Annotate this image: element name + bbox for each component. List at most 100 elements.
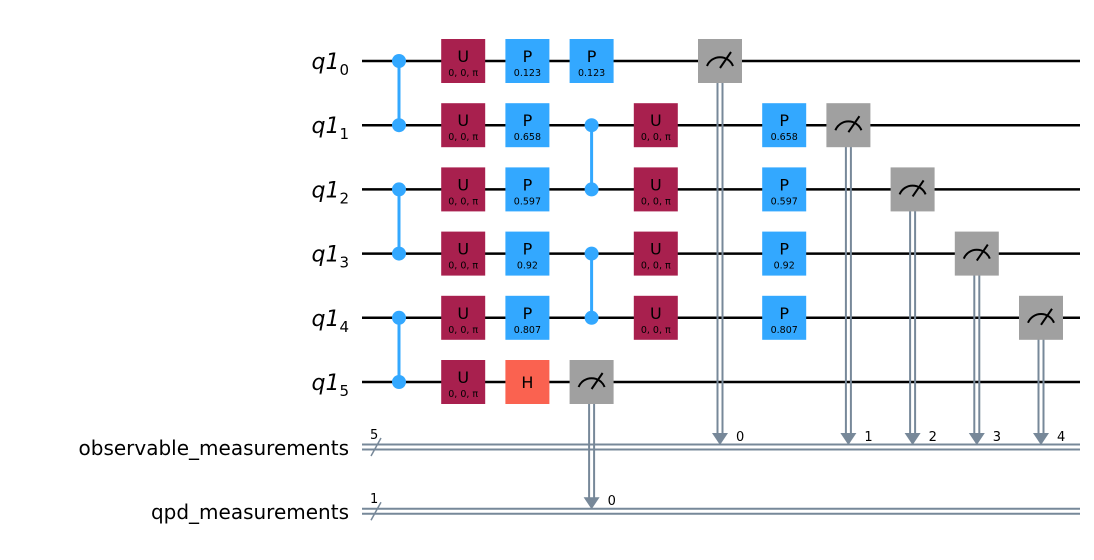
meter-needle-icon [847,115,861,133]
gate-box [441,231,486,276]
u-gate: U 0, 0, π [633,167,678,212]
gate-box [505,231,550,276]
cz-gate [584,246,599,325]
p-gate: P 0.123 [505,39,550,83]
bus-size: 1 [370,492,378,507]
bus-slash-icon [370,501,382,521]
meter-arc-icon [706,56,734,67]
qubit-label: q11 [311,114,349,143]
qubit-register-name: q1 [311,307,339,332]
gate-parameter: 0, 0, π [448,68,478,79]
gate-box [633,295,678,340]
u-gate: U 0, 0, π [441,231,486,276]
qubit-index: 4 [339,318,349,336]
u-gate: U 0, 0, π [633,103,678,148]
gate-parameter: 0.123 [514,68,541,79]
cz-gate [584,118,599,197]
gate-box [762,295,807,340]
h-gate: H [505,360,550,404]
gate-box [762,231,807,276]
gate-parameter: 0, 0, π [641,325,671,336]
gate-label: P [779,175,789,194]
gate-label: P [779,240,789,259]
arrow-head-icon [583,497,600,510]
gate-box [505,360,550,404]
gate-label: U [457,304,469,323]
cz-gate [392,310,406,389]
measure-box [954,231,999,276]
p-gate: P 0.807 [762,295,807,340]
qubit-index: 0 [339,61,349,79]
measure-bit-index: 2 [929,430,937,445]
gate-parameter: 0.92 [517,261,538,272]
meter-arc-icon [962,248,991,260]
gate-label: P [587,47,597,66]
gate-parameter: 0.123 [578,68,605,79]
meter-needle-icon [975,244,989,262]
u-gate: U 0, 0, π [441,103,486,148]
p-gate: P 0.92 [762,231,807,276]
gate-label: U [457,175,469,194]
measure-bit-index: 3 [993,430,1001,445]
gate-parameter: 0, 0, π [641,196,671,207]
gate-label: H [521,373,533,392]
gate-parameter: 0, 0, π [448,132,478,143]
gate-parameter: 0, 0, π [448,196,478,207]
gate-parameter: 0, 0, π [641,261,671,272]
p-gate: P 0.92 [505,231,550,276]
gate-box [441,360,486,404]
classical-register-label: qpd_measurements [151,500,349,524]
cz-gate [392,54,406,133]
measure-bit-index: 1 [864,430,872,445]
control-dot [392,54,406,68]
qubit-label: q12 [311,178,349,207]
gate-parameter: 0, 0, π [448,261,478,272]
qubit-register-name: q1 [311,178,339,203]
qubit-index: 1 [339,125,349,143]
gate-label: U [457,47,469,66]
meter-needle-icon [1040,308,1053,326]
u-gate: U 0, 0, π [441,360,486,404]
qubit-label: q13 [311,243,349,272]
gate-box [441,167,486,212]
gate-box [762,103,807,148]
qubit-label: q15 [311,371,349,400]
gate-label: P [779,304,789,323]
gate-label: U [650,111,662,130]
qubit-index: 2 [339,189,349,207]
control-dot [392,182,406,197]
gate-box [633,231,678,276]
meter-needle-icon [590,372,604,390]
gate-box [633,103,678,148]
gate-label: P [523,240,533,259]
gate-box [441,295,486,340]
control-dot [584,118,599,133]
measure-bit-index: 0 [736,430,744,445]
gate-box [441,39,486,83]
meter-arc-icon [1027,313,1055,324]
measure-bit-index: 4 [1057,430,1065,445]
qubit-label: q10 [311,50,349,79]
measure-gate: 4 [1019,295,1065,445]
gate-label: U [650,304,662,323]
control-dot [584,246,599,261]
gate-box [505,167,550,212]
qubit-register-name: q1 [311,371,339,396]
gate-label: P [779,111,789,130]
arrow-head-icon [840,433,857,445]
gate-parameter: 0, 0, π [448,389,478,400]
control-dot [392,310,406,325]
p-gate: P 0.597 [762,167,807,212]
arrow-head-icon [712,433,728,445]
measure-box [569,360,614,404]
gate-label: U [457,368,469,387]
meter-arc-icon [577,377,606,388]
control-dot [392,246,406,261]
measure-gate: 2 [890,167,937,445]
gate-parameter: 0.597 [771,196,798,207]
gate-box [633,167,678,212]
p-gate: P 0.658 [762,103,807,148]
gate-box [505,103,550,148]
qubit-register-name: q1 [311,50,339,75]
